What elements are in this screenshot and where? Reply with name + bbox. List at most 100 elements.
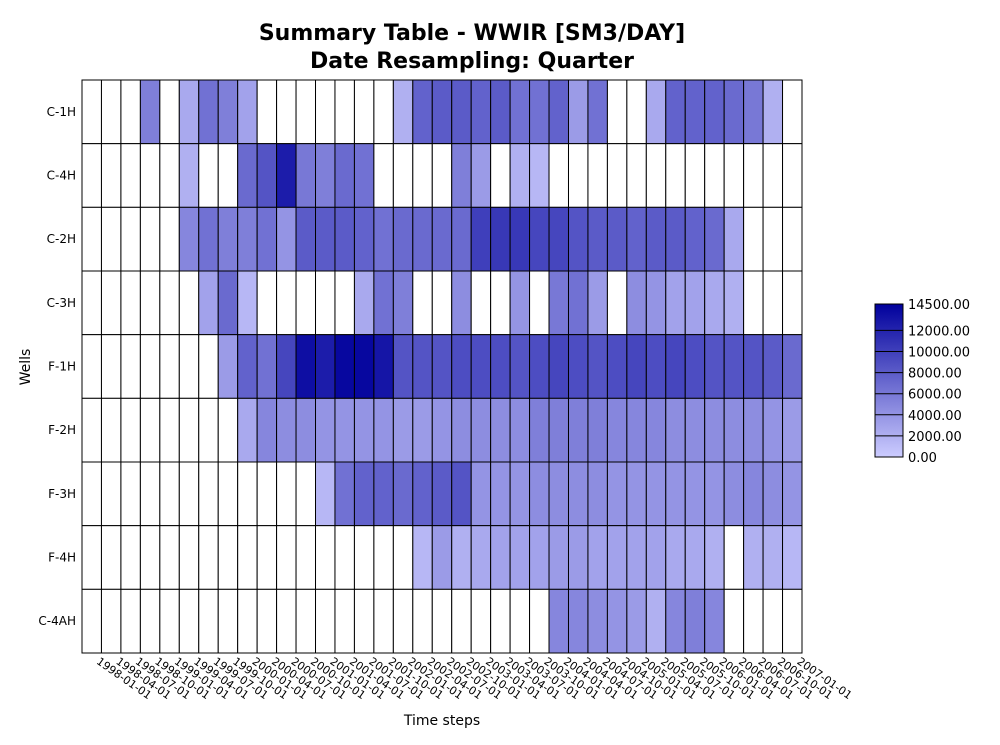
well-labels: C-1H C-4H C-2H C-3H F-1H F-2H F-3H F-4H C-4AH <box>38 105 76 628</box>
heatmap-cell <box>548 270 569 336</box>
heatmap-cell <box>704 397 725 463</box>
heatmap-cell <box>684 334 706 399</box>
colorbar-tick-label: 0.00 <box>908 451 937 466</box>
heatmap-cell <box>100 588 122 654</box>
heatmap-cell <box>373 334 394 399</box>
heatmap-cell <box>276 79 297 145</box>
heatmap-cell <box>490 334 511 399</box>
heatmap-cell <box>217 397 239 463</box>
heatmap-cell <box>606 334 628 399</box>
heatmap-cell <box>490 270 511 336</box>
heatmap-cell <box>334 525 355 590</box>
heatmap-cell <box>217 461 239 527</box>
heatmap-cell <box>256 206 278 272</box>
heatmap-cell <box>120 525 141 590</box>
heatmap-cell <box>373 461 394 527</box>
heatmap-cell <box>723 525 745 590</box>
heatmap-cell <box>276 270 297 336</box>
heatmap-cell <box>120 206 141 272</box>
well-label: C-4AH <box>38 614 76 628</box>
heatmap-cell <box>373 588 394 654</box>
heatmap-cell <box>645 79 667 145</box>
heatmap-cell <box>276 206 297 272</box>
heatmap-cell <box>548 525 569 590</box>
heatmap-cell <box>412 588 433 654</box>
heatmap-cell <box>81 79 102 145</box>
well-label: F-4H <box>48 551 76 565</box>
heatmap-cell <box>704 206 725 272</box>
heatmap-cell <box>626 79 647 145</box>
heatmap-cell <box>509 588 531 654</box>
heatmap-cell <box>704 525 725 590</box>
heatmap-cell <box>237 334 258 399</box>
heatmap-cell <box>782 525 803 590</box>
heatmap-cell <box>431 461 453 527</box>
heatmap-cell <box>470 143 492 208</box>
heatmap-cell <box>392 397 414 463</box>
heatmap-cell <box>431 588 453 654</box>
heatmap-cell <box>606 588 628 654</box>
colorbar-legend: 14500.00 12000.00 10000.00 8000.00 6000.00 40… <box>874 298 970 466</box>
heatmap-cell <box>529 397 550 463</box>
heatmap-cell <box>431 206 453 272</box>
heatmap-cell <box>431 79 453 145</box>
heatmap-cell <box>782 143 803 208</box>
heatmap-cell <box>509 270 531 336</box>
heatmap-cell <box>743 461 764 527</box>
heatmap-cell <box>159 525 180 590</box>
heatmap-cell <box>100 525 122 590</box>
heatmap-cell <box>626 143 647 208</box>
x-axis-label: Time steps <box>403 713 480 729</box>
heatmap-cell <box>315 334 336 399</box>
heatmap-cell <box>529 588 550 654</box>
heatmap-cell <box>392 334 414 399</box>
heatmap-cell <box>198 588 219 654</box>
heatmap-cell <box>353 334 375 399</box>
heatmap-cell <box>431 525 453 590</box>
heatmap-cell <box>451 334 472 399</box>
heatmap-cell <box>334 461 355 527</box>
heatmap-cell <box>665 270 686 336</box>
chart-title-line-1: Summary Table - WWIR [SM3/DAY] <box>259 21 685 46</box>
heatmap-cell <box>412 525 433 590</box>
heatmap-cell <box>81 143 102 208</box>
heatmap-cell <box>665 206 686 272</box>
heatmap-cell <box>334 588 355 654</box>
heatmap-cell <box>470 461 492 527</box>
heatmap-cell <box>684 588 706 654</box>
colorbar-tick-label: 8000.00 <box>908 367 962 382</box>
heatmap-cell <box>412 397 433 463</box>
heatmap-cell <box>237 79 258 145</box>
heatmap-cell <box>626 334 647 399</box>
heatmap-cell <box>373 525 394 590</box>
heatmap-cell <box>159 397 180 463</box>
heatmap-cell <box>723 206 745 272</box>
heatmap-cell <box>665 588 686 654</box>
heatmap-cell <box>587 588 608 654</box>
heatmap-cell <box>237 525 258 590</box>
heatmap-cell <box>782 588 803 654</box>
heatmap-cell <box>139 270 161 336</box>
heatmap-cell <box>529 270 550 336</box>
heatmap-cell <box>295 525 317 590</box>
heatmap-cell <box>626 461 647 527</box>
heatmap-cell <box>256 143 278 208</box>
heatmap-cell <box>276 461 297 527</box>
heatmap-cell <box>548 206 569 272</box>
heatmap-cell <box>237 588 258 654</box>
heatmap-cell <box>100 334 122 399</box>
heatmap-cell <box>412 270 433 336</box>
heatmap-cell <box>392 270 414 336</box>
heatmap-cell <box>529 143 550 208</box>
heatmap-cell <box>198 525 219 590</box>
heatmap-cell <box>567 525 589 590</box>
heatmap-cell <box>548 143 569 208</box>
well-label: F-1H <box>48 360 76 374</box>
heatmap-cell <box>626 525 647 590</box>
heatmap-cell <box>198 206 219 272</box>
heatmap-cell <box>178 461 200 527</box>
heatmap-cell <box>198 79 219 145</box>
chart-title-line-2: Date Resampling: Quarter <box>310 49 634 74</box>
heatmap-cell <box>606 143 628 208</box>
heatmap-cell <box>139 143 161 208</box>
